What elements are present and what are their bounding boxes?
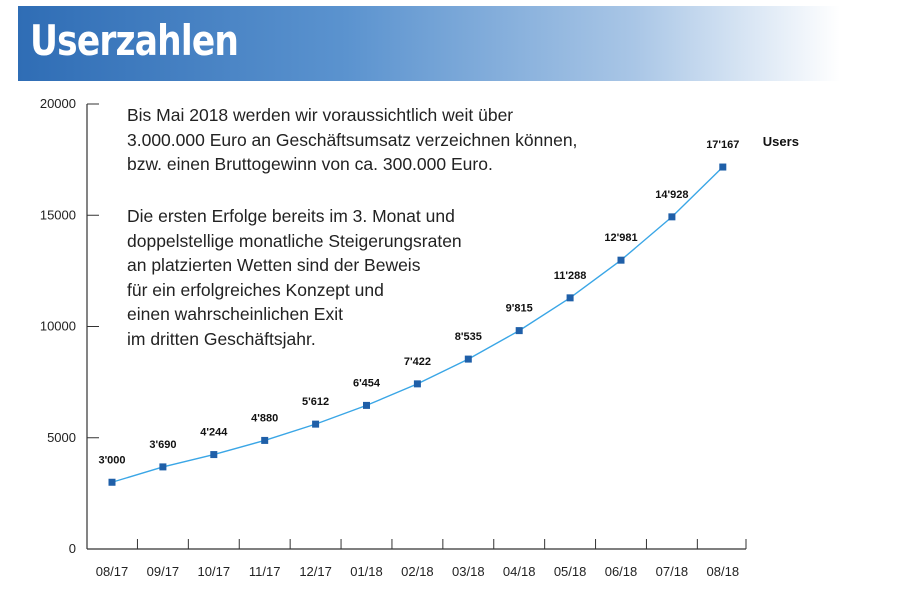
data-point	[312, 420, 320, 428]
annotation-line: im dritten Geschäftsjahr.	[127, 328, 316, 349]
y-tick-label: 5000	[47, 430, 76, 445]
x-tick-label: 02/18	[401, 564, 434, 579]
annotation-line: 3.000.000 Euro an Geschäftsumsatz verzei…	[127, 129, 578, 150]
data-point	[515, 327, 523, 335]
x-tick-label: 11/17	[249, 564, 281, 579]
series-users: 3'000 3'690 4'244 4'880 5'612 6'454 7'422 8'535…	[98, 134, 799, 486]
annotation-line: bzw. einen Bruttogewinn von ca. 300.000 …	[127, 154, 493, 174]
y-axis-ticks: 0 5000 10000 15000 20000	[40, 96, 99, 556]
x-tick-label: 08/17	[96, 564, 129, 579]
x-axis-ticks: 08/17 09/17 10/17 11/17 12/17 01/18 02/18 03/18…	[96, 539, 747, 579]
annotation-line: an platzierten Wetten sind der Beweis	[127, 255, 421, 275]
data-label: 11'288	[554, 270, 587, 282]
y-tick-label: 0	[69, 541, 76, 556]
x-tick-label: 01/18	[350, 564, 383, 579]
data-label: 6'454	[353, 377, 381, 389]
annotation-line: doppelstellige monatliche Steigerungsrat…	[127, 230, 462, 251]
data-label: 3'000	[98, 454, 125, 466]
data-point	[261, 436, 269, 444]
annotation-line: Bis Mai 2018 werden wir voraussichtlich …	[127, 105, 514, 125]
data-label: 14'928	[655, 189, 688, 201]
data-label: 5'612	[302, 396, 329, 408]
data-label: 3'690	[149, 439, 176, 451]
annotation-line: Die ersten Erfolge bereits im 3. Monat u…	[127, 206, 455, 226]
page-title: Userzahlen	[30, 16, 239, 65]
data-point	[566, 294, 574, 302]
data-point	[363, 401, 370, 409]
data-label: 9'815	[506, 303, 533, 315]
data-point	[108, 478, 116, 486]
x-tick-label: 07/18	[656, 564, 689, 579]
data-point	[210, 451, 218, 459]
x-tick-label: 08/18	[707, 564, 740, 579]
data-label: 8'535	[455, 331, 482, 343]
series-name-label: Users	[763, 134, 799, 149]
annotation-line: für ein erfolgreiches Konzept und	[127, 279, 384, 300]
x-tick-label: 09/17	[147, 564, 180, 579]
y-tick-label: 10000	[40, 319, 76, 334]
data-label: 17'167	[706, 139, 739, 151]
data-point	[719, 163, 727, 171]
x-tick-label: 04/18	[503, 564, 536, 579]
data-label: 4'244	[200, 427, 228, 439]
header-banner: Userzahlen	[18, 6, 840, 81]
data-label: 4'880	[251, 412, 278, 424]
data-point	[464, 355, 472, 363]
annotation-paragraph-2: Die ersten Erfolge bereits im 3. Monat u…	[127, 204, 547, 351]
data-point	[617, 256, 625, 264]
data-point	[159, 463, 167, 471]
x-tick-label: 10/17	[198, 564, 231, 579]
y-tick-label: 20000	[40, 96, 76, 111]
x-tick-label: 03/18	[452, 564, 485, 579]
x-tick-label: 12/17	[299, 564, 332, 579]
annotation-paragraph-1: Bis Mai 2018 werden wir voraussichtlich …	[127, 103, 687, 177]
annotation-line: einen wahrscheinlichen Exit	[127, 304, 343, 324]
data-label: 12'981	[604, 232, 637, 244]
data-label: 7'422	[404, 356, 431, 368]
data-point	[413, 380, 421, 388]
y-tick-label: 15000	[40, 207, 76, 222]
x-tick-label: 05/18	[554, 564, 587, 579]
data-point	[668, 213, 676, 221]
x-tick-label: 06/18	[605, 564, 638, 579]
